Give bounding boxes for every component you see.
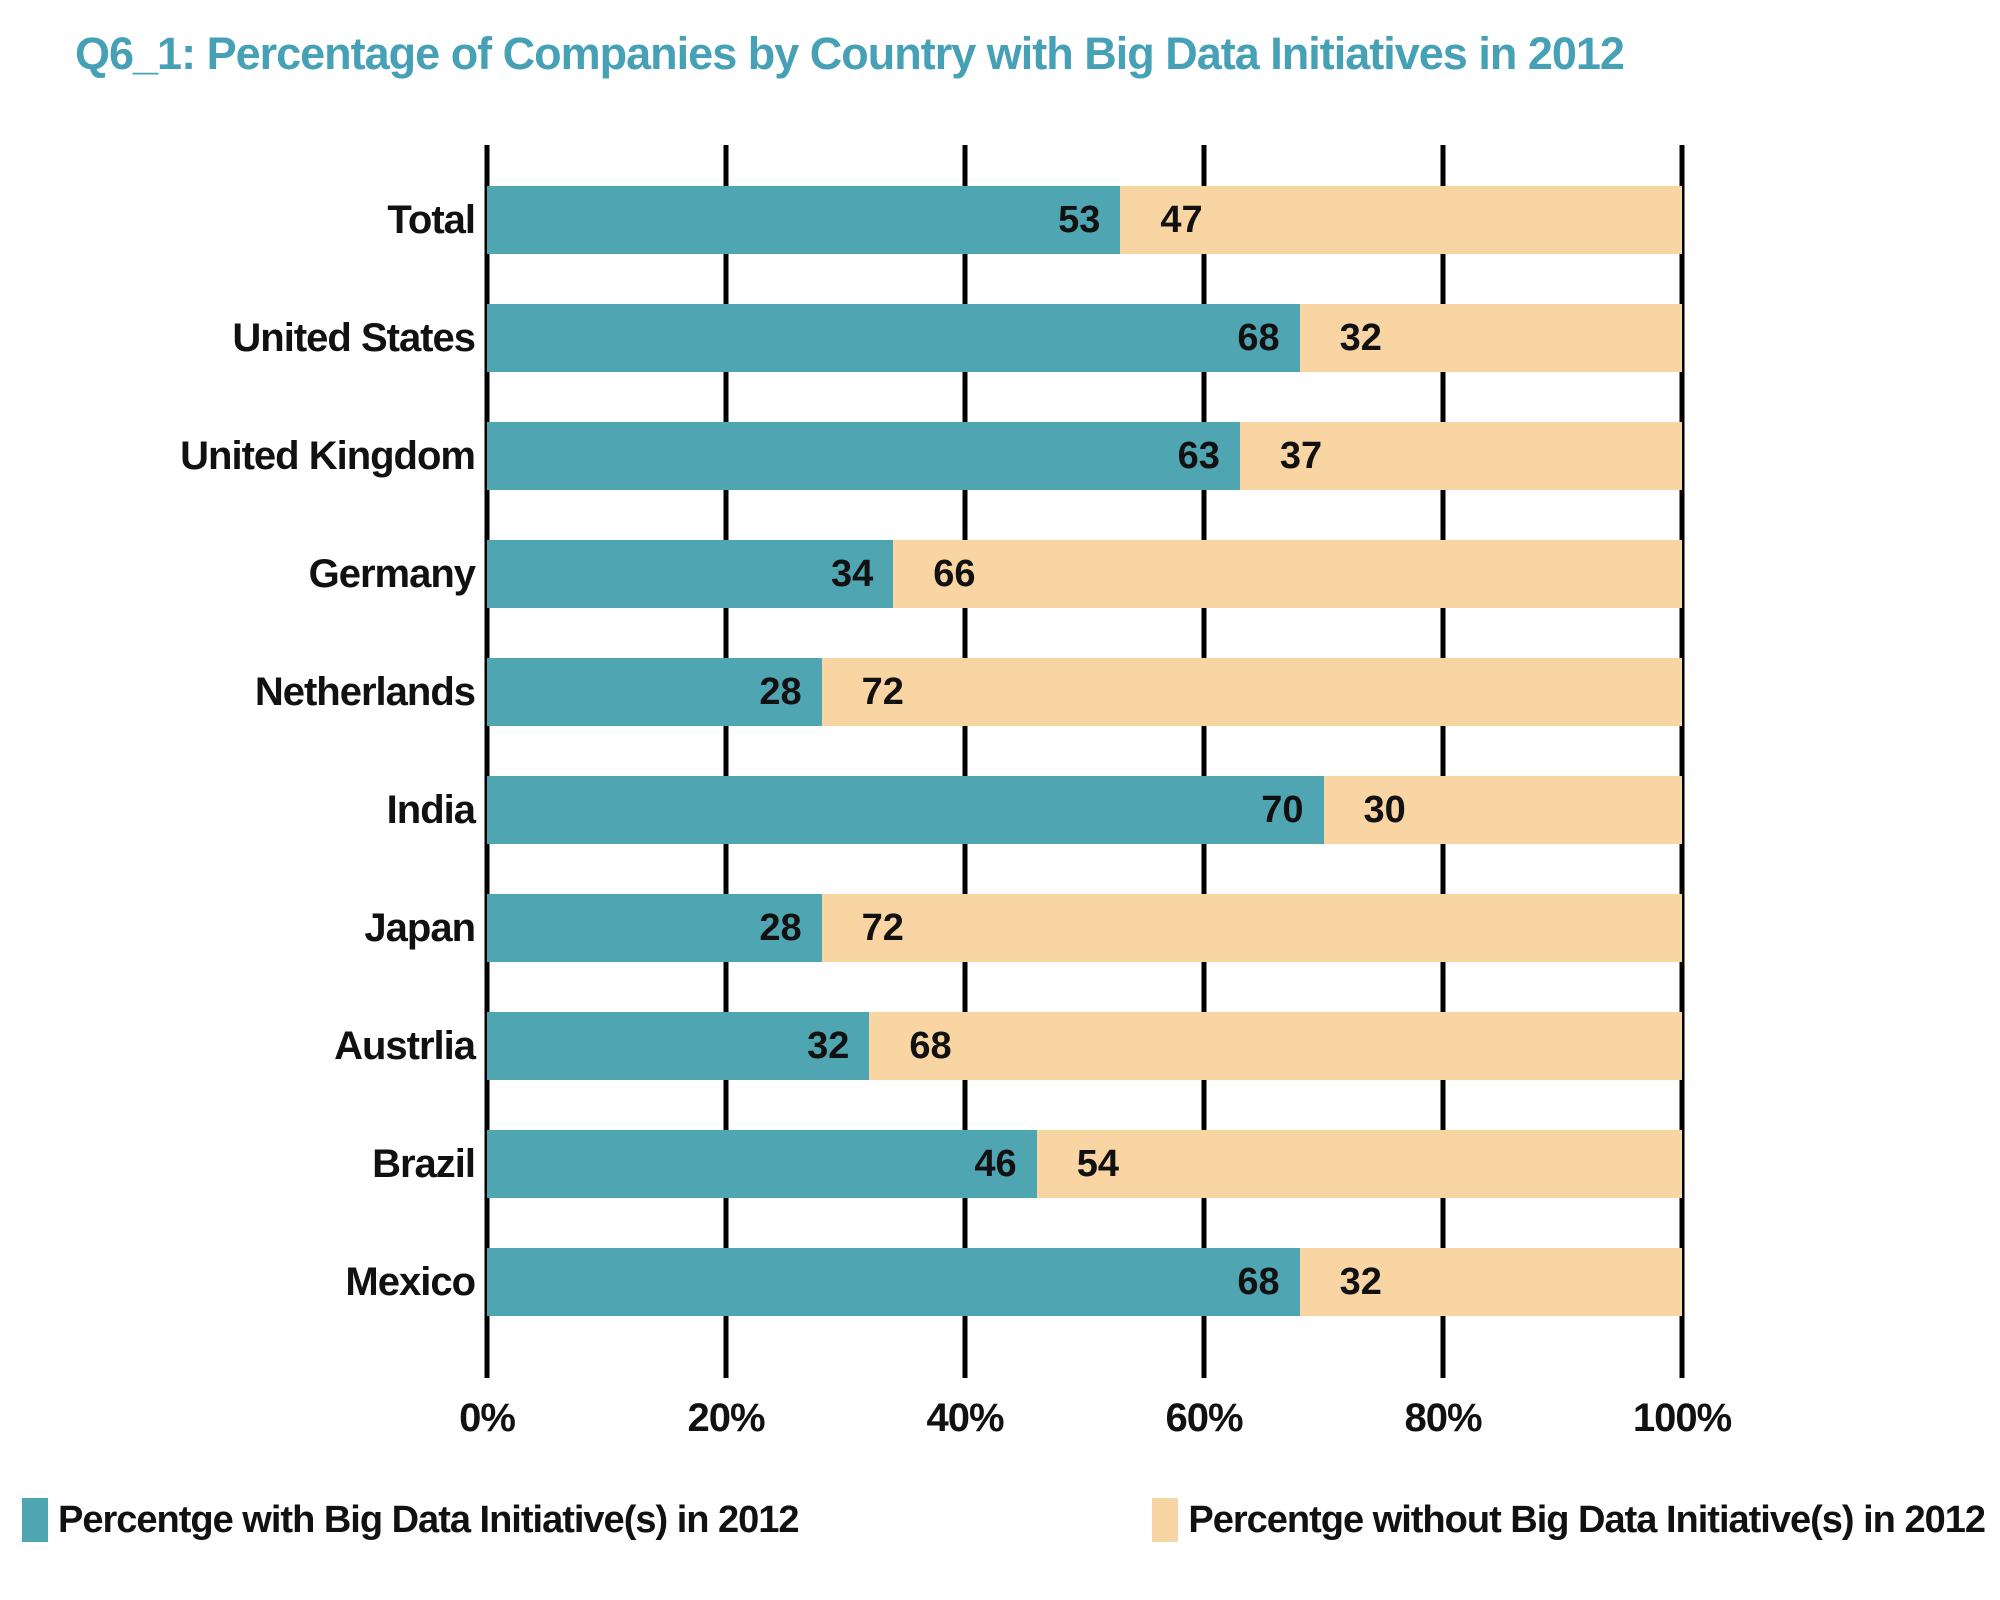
category-label: Austrlia (334, 1024, 476, 1068)
bar-rows: Total 53 47 United States 68 32 United Kingdom… (180, 145, 1682, 1316)
bar-segment-without: 37 (1239, 422, 1682, 490)
value-label-without: 47 (1160, 198, 1203, 241)
value-label-with: 28 (759, 906, 802, 949)
value-label-without: 37 (1279, 434, 1323, 477)
x-tick-label: 20% (687, 1396, 765, 1440)
value-label-with: 53 (1058, 198, 1101, 241)
value-label-with: 34 (831, 552, 874, 595)
chart-row: Total 53 47 (387, 186, 1682, 254)
chart-row: Germany 34 66 (309, 540, 1682, 608)
legend-item: Percentge with Big Data Initiative(s) in… (22, 1498, 800, 1542)
bar-segment-with: 63 (487, 422, 1240, 490)
x-tick-label: 0% (459, 1396, 516, 1440)
bar-segment-without: 32 (1299, 304, 1682, 372)
bar-segment-with: 68 (487, 1248, 1300, 1316)
chart-row: Brazil 46 54 (372, 1130, 1682, 1198)
category-label: Brazil (372, 1142, 476, 1186)
bar-segment-without: 68 (869, 1012, 1682, 1080)
gridline-20% (723, 145, 729, 1378)
chart-row: Japan 28 72 (364, 894, 1682, 962)
value-label-without: 68 (909, 1024, 952, 1067)
value-label-with: 68 (1237, 1260, 1280, 1303)
bar-segment-without: 54 (1036, 1130, 1682, 1198)
bar-segment-without: 72 (821, 658, 1682, 726)
x-tick-label: 100% (1632, 1396, 1732, 1440)
legend-label: Percentge without Big Data Initiative(s)… (1188, 1498, 1986, 1541)
value-label-with: 32 (807, 1024, 850, 1067)
value-label-without: 32 (1339, 1260, 1382, 1303)
bar-segment-with: 28 (487, 658, 822, 726)
x-axis: 0% 20% 40% 60% 80% 100% (459, 1396, 1732, 1456)
value-label-without: 54 (1076, 1142, 1119, 1185)
chart-row: United States 68 32 (232, 304, 1682, 372)
category-label: Mexico (345, 1260, 476, 1304)
gridline-0% (484, 145, 490, 1378)
chart-row: India 70 30 (387, 776, 1682, 844)
legend-swatch-icon (1152, 1498, 1179, 1542)
chart-row: Netherlands 28 72 (255, 658, 1682, 726)
value-label-without: 32 (1339, 316, 1382, 359)
value-label-with: 70 (1261, 788, 1304, 831)
value-label-without: 72 (861, 670, 904, 713)
category-label: Japan (364, 906, 476, 950)
chart-row: United Kingdom 63 37 (180, 422, 1682, 490)
category-label: India (386, 788, 476, 832)
legend-item: Percentge without Big Data Initiative(s)… (1152, 1498, 1986, 1542)
bar-segment-with: 46 (487, 1130, 1037, 1198)
value-label-without: 72 (861, 906, 904, 949)
bar-segment-without: 32 (1299, 1248, 1682, 1316)
plot-area: Total 53 47 United States 68 32 United Kingdom… (180, 145, 1685, 1378)
bar-segment-with: 32 (487, 1012, 870, 1080)
bar-segment-with: 68 (487, 304, 1300, 372)
chart-title: Q6_1: Percentage of Companies by Country… (75, 28, 1625, 79)
legend-label: Percentge with Big Data Initiative(s) in… (58, 1498, 800, 1541)
value-label-with: 46 (974, 1142, 1017, 1185)
category-label: Germany (308, 552, 476, 596)
bar-segment-without: 66 (893, 540, 1682, 608)
category-label: United States (232, 316, 476, 360)
value-label-with: 28 (759, 670, 802, 713)
chart-row: Austrlia 32 68 (334, 1012, 1682, 1080)
gridline-40% (962, 145, 968, 1378)
bar-segment-with: 34 (487, 540, 894, 608)
x-tick-label: 60% (1165, 1396, 1243, 1440)
category-label: Total (387, 198, 476, 242)
legend: Percentge with Big Data Initiative(s) in… (22, 1498, 1986, 1542)
legend-swatch-icon (22, 1498, 48, 1542)
gridline-60% (1201, 145, 1207, 1378)
category-label: United Kingdom (180, 434, 476, 478)
value-label-without: 66 (933, 552, 976, 595)
x-tick-label: 80% (1404, 1396, 1482, 1440)
bar-segment-without: 47 (1120, 186, 1682, 254)
bar-segment-without: 30 (1323, 776, 1682, 844)
category-label: Netherlands (254, 670, 476, 714)
bar-segment-without: 72 (821, 894, 1682, 962)
gridline-100% (1679, 145, 1685, 1378)
bar-segment-with: 70 (487, 776, 1324, 844)
chart-row: Mexico 68 32 (345, 1248, 1682, 1316)
gridline-80% (1440, 145, 1446, 1378)
bar-segment-with: 53 (487, 186, 1121, 254)
x-tick-label: 40% (926, 1396, 1004, 1440)
value-label-with: 63 (1177, 434, 1220, 477)
value-label-without: 30 (1363, 788, 1406, 831)
value-label-with: 68 (1237, 316, 1280, 359)
bar-segment-with: 28 (487, 894, 822, 962)
